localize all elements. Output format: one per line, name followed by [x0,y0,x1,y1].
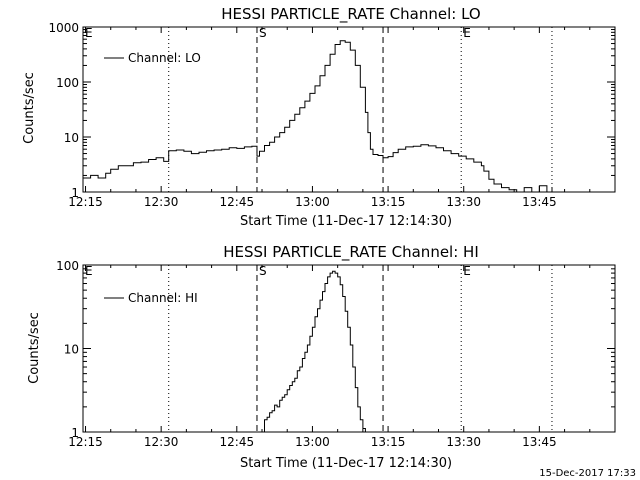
x-tick-label-hi: 12:15 [68,435,103,449]
x-tick-label-lo: 13:30 [446,195,481,209]
y-tick-label-hi: 10 [64,343,79,357]
x-tick-label-lo: 12:15 [68,195,103,209]
x-tick-label-hi: 13:30 [446,435,481,449]
legend-label-hi: Channel: HI [128,291,198,305]
y-tick-label-lo: 10 [64,131,79,145]
x-tick-label-lo: 12:30 [144,195,179,209]
marker-label-hi: E [463,264,471,278]
x-axis-label-lo: Start Time (11-Dec-17 12:14:30) [240,214,452,229]
x-tick-label-hi: 12:30 [144,435,179,449]
y-axis-label-hi: Counts/sec [27,312,42,384]
x-tick-label-lo: 12:45 [220,195,255,209]
chart-title-lo: HESSI PARTICLE_RATE Channel: LO [221,5,480,24]
x-tick-label-lo: 13:45 [522,195,557,209]
x-tick-label-hi: 13:00 [295,435,330,449]
x-tick-label-hi: 12:45 [220,435,255,449]
footer-timestamp: 15-Dec-2017 17:33 [539,468,636,479]
y-tick-label-lo: 100 [56,76,79,90]
marker-label-lo: S [259,26,267,40]
y-tick-label-hi: 1 [71,426,79,440]
panel-lo: HESSI PARTICLE_RATE Channel: LO Counts/s… [22,5,616,229]
series-line-hi [262,270,366,433]
chart-title-hi: HESSI PARTICLE_RATE Channel: HI [223,243,479,262]
y-axis-label-lo: Counts/sec [22,72,37,144]
y-tick-label-hi: 100 [56,259,79,273]
legend-label-lo: Channel: LO [128,51,201,65]
panel-hi: HESSI PARTICLE_RATE Channel: HI Counts/s… [27,243,616,471]
x-axis-label-hi: Start Time (11-Dec-17 12:14:30) [240,456,452,471]
plot-frame-lo [82,26,616,193]
marker-label-hi: E [85,264,93,278]
y-tick-label-lo: 1000 [48,21,79,35]
series-line-lo [83,40,553,193]
y-tick-label-lo: 1 [71,186,79,200]
x-tick-label-lo: 13:00 [295,195,330,209]
marker-label-lo: E [85,26,93,40]
x-tick-label-hi: 13:45 [522,435,557,449]
marker-label-hi: S [259,264,267,278]
x-tick-label-hi: 13:15 [371,435,406,449]
x-tick-label-lo: 13:15 [371,195,406,209]
marker-label-lo: E [463,26,471,40]
